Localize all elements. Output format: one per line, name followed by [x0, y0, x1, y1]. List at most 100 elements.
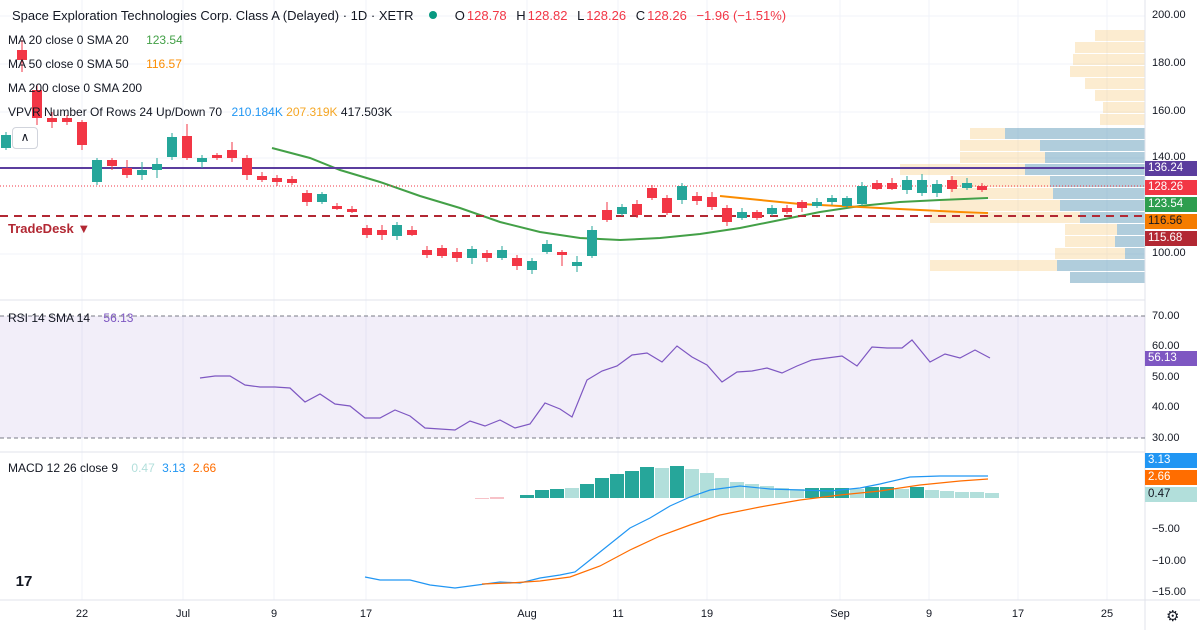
- vpvr-down-bar: [1103, 102, 1145, 113]
- histogram-bar: [820, 488, 834, 498]
- candle-body: [62, 118, 72, 122]
- gear-icon[interactable]: ⚙: [1166, 608, 1180, 625]
- candle-body: [137, 170, 147, 175]
- candle-body: [182, 136, 192, 158]
- macd-tick: −10.00: [1152, 555, 1186, 567]
- macd-histogram: [475, 466, 999, 499]
- price-tick: 180.00: [1152, 57, 1186, 69]
- candle-body: [482, 253, 492, 258]
- time-tick: 9: [925, 608, 933, 620]
- candle-body: [437, 248, 447, 256]
- candle-body: [377, 230, 387, 235]
- time-tick: 22: [75, 608, 89, 620]
- macd-label: MACD 12 26 close 9: [8, 461, 119, 475]
- histogram-bar: [685, 469, 699, 498]
- low-label: L: [577, 8, 585, 23]
- candle-body: [647, 188, 657, 198]
- rsi-legend[interactable]: RSI 14 SMA 14 56.13: [8, 311, 133, 325]
- rsi-tick: 60.00: [1152, 340, 1180, 352]
- ma200-legend[interactable]: MA 200 close 0 SMA 200: [8, 81, 142, 95]
- candle-body: [197, 158, 207, 162]
- volume-profile: [900, 30, 1145, 283]
- tradingview-logo[interactable]: 17: [8, 568, 40, 596]
- price-badge-last: 128.26: [1145, 180, 1197, 195]
- price-badge-level: 136.24: [1145, 161, 1197, 176]
- candle-body: [632, 204, 642, 215]
- rsi-value: 56.13: [103, 311, 134, 325]
- candle-body: [407, 230, 417, 235]
- candle-body: [302, 193, 312, 202]
- rsi-band: [0, 316, 1145, 438]
- histogram-bar: [925, 490, 939, 498]
- ma20-line: [271, 147, 989, 242]
- candle-body: [692, 196, 702, 201]
- vpvr-legend[interactable]: VPVR Number Of Rows 24 Up/Down 70 210.18…: [8, 105, 392, 119]
- histogram-bar: [520, 495, 534, 498]
- vpvr-down-bar: [950, 188, 1145, 199]
- vpvr-up-bar: [1060, 200, 1145, 211]
- low-value: 128.26: [586, 8, 627, 23]
- histogram-bar: [730, 482, 744, 498]
- time-tick: Sep: [830, 608, 850, 620]
- candle-body: [287, 179, 297, 183]
- price-tick: 160.00: [1152, 105, 1186, 117]
- ma20-legend[interactable]: MA 20 close 0 SMA 20 123.54: [8, 33, 183, 47]
- rsi-tick: 50.00: [1152, 371, 1180, 383]
- histogram-bar: [790, 489, 804, 498]
- tradedesk-marker[interactable]: TradeDesk ▼: [8, 221, 91, 236]
- vpvr-total-value: 417.503K: [340, 105, 393, 119]
- chevron-up-icon: ∧: [20, 130, 30, 144]
- rsi-line: [199, 339, 991, 431]
- histogram-bar: [625, 471, 639, 498]
- collapse-legend-button[interactable]: ∧: [12, 127, 38, 149]
- candle-body: [362, 228, 372, 235]
- ma50-legend[interactable]: MA 50 close 0 SMA 50 116.57: [8, 57, 182, 71]
- candle-body: [152, 164, 162, 170]
- histogram-bar: [910, 487, 924, 498]
- time-tick: 25: [1100, 608, 1114, 620]
- candle-body: [1, 135, 11, 148]
- candle-body: [827, 198, 837, 202]
- candle-body: [212, 155, 222, 158]
- candle-body: [77, 122, 87, 145]
- vpvr-up-bar: [1070, 272, 1145, 283]
- histogram-bar: [700, 473, 714, 498]
- histogram-bar: [490, 497, 504, 499]
- histogram-bar: [610, 474, 624, 498]
- rsi-badge: 56.13: [1145, 351, 1197, 366]
- vpvr-up-bar: [1125, 248, 1145, 259]
- candle-body: [257, 176, 267, 180]
- histogram-bar: [955, 492, 969, 498]
- symbol-title[interactable]: Space Exploration Technologies Corp. Cla…: [12, 8, 414, 23]
- candle-body: [92, 160, 102, 182]
- histogram-bar: [940, 491, 954, 498]
- histogram-bar: [805, 488, 819, 498]
- open-label: O: [454, 8, 465, 23]
- time-tick: 11: [612, 608, 624, 620]
- macd-legend[interactable]: MACD 12 26 close 9 0.47 3.13 2.66: [8, 461, 216, 475]
- vpvr-down-bar: [900, 164, 1145, 175]
- vpvr-down-bar: [1065, 224, 1145, 235]
- vpvr-down-bar: [960, 152, 1145, 163]
- vpvr-down-bar: [1075, 42, 1145, 53]
- signal-badge: 2.66: [1145, 470, 1197, 485]
- rsi-tick: 70.00: [1152, 310, 1180, 322]
- time-tick: Aug: [517, 608, 537, 620]
- vpvr-down-bar: [1085, 78, 1145, 89]
- high-value: 128.82: [527, 8, 568, 23]
- time-tick: 9: [270, 608, 278, 620]
- ma50-line: [719, 195, 989, 214]
- candle-body: [677, 186, 687, 200]
- candle-body: [122, 168, 132, 175]
- candle-body: [797, 202, 807, 208]
- macd-badge: 3.13: [1145, 453, 1197, 468]
- change-value: −1.96 (−1.51%): [696, 8, 787, 23]
- time-tick: 17: [359, 608, 373, 620]
- candle-body: [722, 208, 732, 222]
- time-tick: Jul: [175, 608, 191, 620]
- candle-body: [917, 180, 927, 193]
- candle-body: [857, 186, 867, 204]
- candle-body: [887, 183, 897, 189]
- time-tick: 19: [700, 608, 714, 620]
